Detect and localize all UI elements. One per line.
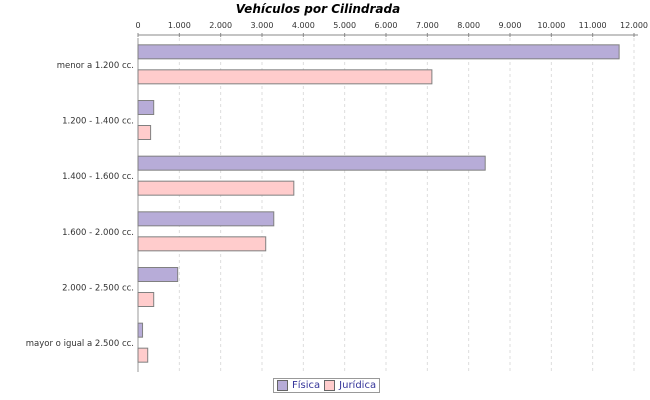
x-tick-label: 8.000: [457, 21, 480, 30]
chart-title: Vehículos por Cilindrada: [236, 2, 400, 16]
bar-fisica: [137, 155, 486, 171]
category-label: mayor o igual a 2.500 cc.: [26, 339, 134, 349]
x-tick-label: 5.000: [333, 21, 356, 30]
legend-swatch-fisica: [277, 380, 288, 391]
bar-juridica: [137, 292, 155, 307]
legend-label-juridica: Jurídica: [339, 380, 377, 391]
legend-swatch-juridica: [324, 380, 336, 391]
bar-juridica: [137, 69, 433, 85]
x-tick-label: 10.000: [537, 21, 565, 30]
bar-juridica: [137, 347, 149, 363]
category-label: 1.400 - 1.600 cc.: [62, 172, 134, 182]
x-tick-label: 12.000: [620, 21, 648, 30]
x-tick-label: 2.000: [209, 21, 232, 30]
x-tick-label: 1.000: [168, 21, 191, 30]
bar-fisica: [137, 322, 144, 338]
legend: Física Jurídica: [273, 378, 381, 393]
legend-label-fisica: Física: [292, 380, 321, 391]
category-label: menor a 1.200 cc.: [57, 61, 134, 71]
x-tick-label: 3.000: [251, 21, 274, 30]
x-tick-label: 9.000: [499, 21, 522, 30]
category-label: 1.600 - 2.000 cc.: [62, 228, 134, 238]
category-label: 2.000 - 2.500 cc.: [62, 284, 134, 294]
bar-fisica: [137, 211, 275, 227]
bar-fisica: [137, 44, 620, 60]
x-tick-label: 11.000: [579, 21, 607, 30]
x-tick-label: 6.000: [375, 21, 398, 30]
bar-juridica: [137, 236, 267, 252]
x-tick-label: 0: [135, 21, 140, 30]
bar-juridica: [137, 125, 152, 140]
bar-fisica: [137, 100, 155, 115]
bar-fisica: [137, 267, 179, 282]
bar-juridica: [137, 180, 295, 196]
x-tick-label: 4.000: [292, 21, 315, 30]
category-label: 1.200 - 1.400 cc.: [62, 117, 134, 127]
x-tick-label: 7.000: [416, 21, 439, 30]
